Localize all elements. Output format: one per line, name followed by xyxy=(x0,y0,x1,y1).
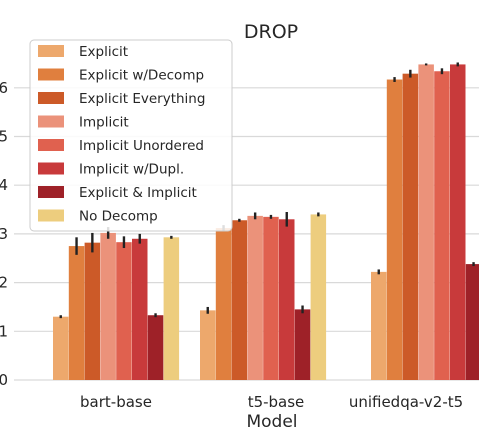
y-tick-labels: .0 .1 .2 .3 .4 .5 .6 xyxy=(0,79,8,389)
y-tick-label: .4 xyxy=(0,176,8,194)
bar xyxy=(386,79,403,381)
legend: Explicit Explicit w/Decomp Explicit Everyt… xyxy=(29,39,233,232)
bar xyxy=(200,310,216,380)
y-tick-label: .3 xyxy=(0,225,8,243)
x-tick-label: bart-base xyxy=(80,393,152,411)
bar xyxy=(163,237,180,380)
bar xyxy=(147,315,164,380)
error-bars xyxy=(59,62,475,319)
bar xyxy=(450,64,466,380)
y-tick-label: .1 xyxy=(0,322,8,340)
bar xyxy=(84,242,101,380)
chart-title: DROP xyxy=(244,21,298,43)
legend-label: No Decomp xyxy=(79,209,158,225)
bar xyxy=(116,242,132,380)
bar xyxy=(53,316,69,380)
bar xyxy=(310,214,327,380)
legend-swatch xyxy=(38,162,64,175)
y-tick-label: .2 xyxy=(0,274,8,292)
bar xyxy=(68,246,85,380)
bar xyxy=(100,232,116,380)
bar xyxy=(402,73,419,380)
x-axis-label: Model xyxy=(246,412,297,432)
legend-swatch xyxy=(38,115,64,128)
legend-swatch xyxy=(38,92,64,104)
legend-label: Implicit xyxy=(79,115,129,131)
legend-box xyxy=(29,39,233,232)
legend-label: Explicit xyxy=(79,44,128,60)
x-tick-labels: bart-base t5-base unifiedqa-v2-t5 xyxy=(80,393,463,411)
bar xyxy=(215,228,232,380)
legend-swatch xyxy=(38,186,64,198)
bar xyxy=(434,71,450,380)
bar xyxy=(465,264,479,380)
bar xyxy=(279,219,295,380)
legend-swatch xyxy=(38,68,64,81)
legend-label: Explicit & Implicit xyxy=(79,185,197,201)
x-tick-label: unifiedqa-v2-t5 xyxy=(349,393,463,411)
bars xyxy=(53,64,479,381)
y-tick-label: .6 xyxy=(0,79,8,97)
y-tick-label: .5 xyxy=(0,128,8,146)
bar xyxy=(418,64,434,380)
legend-label: Implicit w/Dupl. xyxy=(79,162,184,178)
legend-swatch xyxy=(38,45,64,57)
bar xyxy=(371,271,387,380)
bar xyxy=(231,220,248,380)
legend-label: Explicit w/Decomp xyxy=(79,68,204,84)
x-tick-label: t5-base xyxy=(248,393,305,411)
bar xyxy=(294,309,311,380)
legend-swatch xyxy=(38,209,64,222)
bar xyxy=(263,216,279,380)
legend-label: Explicit Everything xyxy=(79,91,205,107)
y-tick-label: .0 xyxy=(0,371,8,389)
legend-swatch xyxy=(38,139,64,151)
legend-label: Implicit Unordered xyxy=(79,138,204,154)
bar xyxy=(247,215,263,380)
bar xyxy=(132,238,148,380)
